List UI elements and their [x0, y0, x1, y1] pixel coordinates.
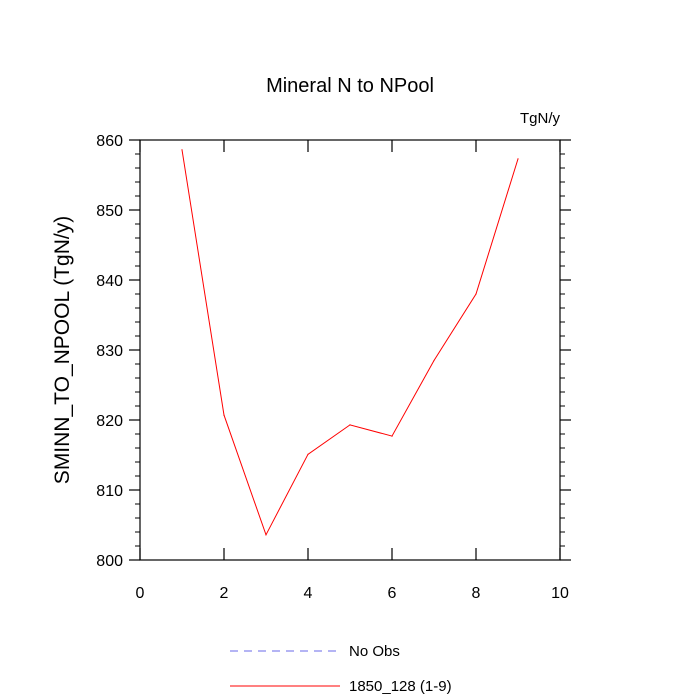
data-point	[517, 158, 519, 160]
legend: No Obs 1850_128 (1-9)	[230, 643, 452, 695]
y-tick-label: 860	[96, 133, 123, 150]
data-point	[265, 534, 267, 536]
legend-series-label: 1850_128 (1-9)	[349, 678, 452, 695]
units-label: TgN/y	[520, 110, 561, 127]
chart-title: Mineral N to NPool	[266, 75, 434, 97]
data-point	[349, 424, 351, 426]
plot-series	[181, 149, 519, 537]
x-tick-label: 6	[388, 585, 397, 602]
y-tick-label: 830	[96, 343, 123, 360]
data-point	[307, 453, 309, 455]
y-tick-label: 840	[96, 273, 123, 290]
x-tick-label: 10	[551, 585, 569, 602]
x-tick-label: 2	[220, 585, 229, 602]
x-tick-label: 8	[472, 585, 481, 602]
data-point	[475, 293, 477, 295]
y-axis-title: SMINN_TO_NPOOL (TgN/y)	[51, 216, 74, 484]
y-tick-label: 810	[96, 483, 123, 500]
data-point	[223, 414, 225, 416]
y-tick-label: 800	[96, 553, 123, 570]
data-point	[433, 359, 435, 362]
y-tick-label: 820	[96, 413, 123, 430]
plot-frame	[139, 139, 561, 561]
data-point	[391, 435, 393, 437]
legend-no-obs-label: No Obs	[349, 643, 400, 660]
x-tick-label: 4	[304, 585, 313, 602]
x-tick-label: 0	[136, 585, 145, 602]
y-tick-label: 850	[96, 203, 123, 220]
series-line-1	[181, 149, 519, 537]
data-point	[181, 149, 183, 151]
